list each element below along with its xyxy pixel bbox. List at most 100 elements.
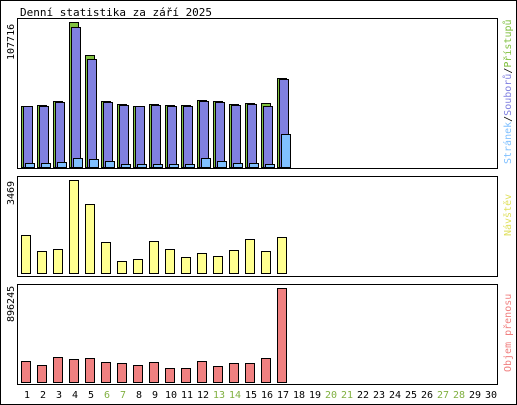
visits-bar-day-5 — [85, 204, 95, 274]
day-label-6: 6 — [104, 390, 110, 401]
visits-bar-day-10 — [165, 249, 175, 274]
visits-bar-day-12 — [197, 253, 207, 274]
visits-bar-day-13 — [213, 256, 223, 274]
day-label-12: 12 — [197, 390, 209, 401]
visits-bar-day-4 — [69, 180, 79, 274]
bytes-bar-day-1 — [21, 361, 31, 383]
pages-bar-day-17 — [281, 134, 291, 168]
pages-bar-day-1 — [25, 163, 35, 168]
day-label-26: 26 — [421, 390, 433, 401]
files-bar-day-3 — [55, 102, 65, 168]
visits-legend: Návštěv — [502, 194, 514, 236]
legend-pages: Stránek — [502, 122, 514, 164]
traffic-panel-frame — [17, 18, 498, 169]
day-label-2: 2 — [40, 390, 46, 401]
day-label-23: 23 — [373, 390, 385, 401]
bytes-bar-day-2 — [37, 365, 47, 383]
traffic-legend: Stránek/Souborů/Přístupů — [502, 19, 514, 164]
visits-bar-day-1 — [21, 235, 31, 274]
visits-ymax-label: 3469 — [6, 181, 17, 205]
day-label-28: 28 — [453, 390, 465, 401]
files-bar-day-12 — [199, 101, 209, 168]
legend-hits: Přístupů — [502, 19, 514, 67]
files-bar-day-13 — [215, 102, 225, 168]
bytes-panel-frame — [17, 284, 498, 385]
chart-title: Denní statistika za září 2025 — [20, 6, 212, 19]
day-label-13: 13 — [213, 390, 225, 401]
bytes-bar-day-6 — [101, 362, 111, 383]
pages-bar-day-12 — [201, 158, 211, 168]
legend-files: Souborů — [502, 74, 514, 116]
day-label-8: 8 — [136, 390, 142, 401]
bytes-bars — [21, 288, 287, 383]
day-label-9: 9 — [152, 390, 158, 401]
day-label-24: 24 — [389, 390, 401, 401]
day-label-30: 30 — [485, 390, 497, 401]
bytes-bar-day-8 — [133, 365, 143, 383]
files-bar-day-2 — [39, 106, 49, 168]
bytes-bar-day-15 — [245, 363, 255, 383]
day-label-27: 27 — [437, 390, 449, 401]
pages-bar-day-14 — [233, 163, 243, 168]
day-label-10: 10 — [165, 390, 177, 401]
legend-sep-1: / — [503, 116, 514, 122]
day-label-11: 11 — [181, 390, 193, 401]
pages-bar-day-3 — [57, 162, 67, 168]
bytes-bar-day-10 — [165, 368, 175, 383]
visits-bar-day-17 — [277, 237, 287, 274]
visits-bar-day-16 — [261, 251, 271, 274]
bytes-legend: Objem přenosu — [502, 294, 514, 372]
pages-bar-day-5 — [89, 159, 99, 168]
day-label-16: 16 — [261, 390, 273, 401]
bytes-bar-day-12 — [197, 361, 207, 383]
bytes-bar-day-4 — [69, 359, 79, 383]
visits-bars — [21, 180, 287, 274]
visits-bar-day-11 — [181, 257, 191, 274]
bytes-bar-day-9 — [149, 362, 159, 383]
visits-bar-day-9 — [149, 241, 159, 274]
bytes-bar-day-5 — [85, 358, 95, 383]
visits-bar-day-15 — [245, 239, 255, 274]
visits-bar-day-6 — [101, 242, 111, 274]
day-label-29: 29 — [469, 390, 481, 401]
day-label-14: 14 — [229, 390, 241, 401]
pages-bar-day-15 — [249, 163, 259, 168]
day-label-1: 1 — [24, 390, 30, 401]
files-bar-day-8 — [135, 106, 145, 168]
day-label-20: 20 — [325, 390, 337, 401]
pages-bar-day-16 — [265, 164, 275, 168]
day-label-19: 19 — [309, 390, 321, 401]
files-bar-day-11 — [183, 106, 193, 168]
day-label-25: 25 — [405, 390, 417, 401]
bytes-bar-day-13 — [213, 366, 223, 383]
files-bar-day-16 — [263, 106, 273, 168]
day-label-17: 17 — [277, 390, 289, 401]
visits-bar-day-7 — [117, 261, 127, 274]
bytes-bar-day-3 — [53, 357, 63, 383]
bytes-bar-day-17 — [277, 288, 287, 383]
traffic-ymax-label: 107716 — [6, 24, 17, 60]
pages-bar-day-8 — [137, 164, 147, 168]
pages-bar-day-7 — [121, 164, 131, 168]
files-bar-day-14 — [231, 105, 241, 168]
pages-bar-day-6 — [105, 161, 115, 168]
bytes-bar-day-7 — [117, 363, 127, 383]
files-bar-day-15 — [247, 104, 257, 168]
day-label-15: 15 — [245, 390, 257, 401]
pages-bar-day-9 — [153, 164, 163, 168]
visits-bar-day-2 — [37, 251, 47, 274]
pages-bar-day-10 — [169, 164, 179, 168]
files-bar-day-5 — [87, 59, 97, 168]
day-label-22: 22 — [357, 390, 369, 401]
visits-bar-day-8 — [133, 259, 143, 274]
visits-bar-day-14 — [229, 250, 239, 274]
bytes-bar-day-16 — [261, 358, 271, 383]
day-label-3: 3 — [56, 390, 62, 401]
pages-bar-day-4 — [73, 158, 83, 168]
files-bar-day-6 — [103, 102, 113, 168]
bytes-bar-day-14 — [229, 363, 239, 383]
legend-sep-2: / — [503, 68, 514, 74]
files-bar-day-10 — [167, 106, 177, 168]
bytes-bar-day-11 — [181, 368, 191, 383]
